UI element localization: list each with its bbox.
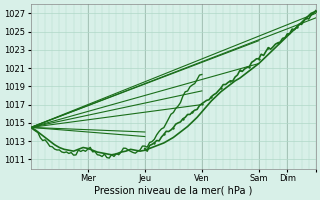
X-axis label: Pression niveau de la mer( hPa ): Pression niveau de la mer( hPa ) [94,186,252,196]
